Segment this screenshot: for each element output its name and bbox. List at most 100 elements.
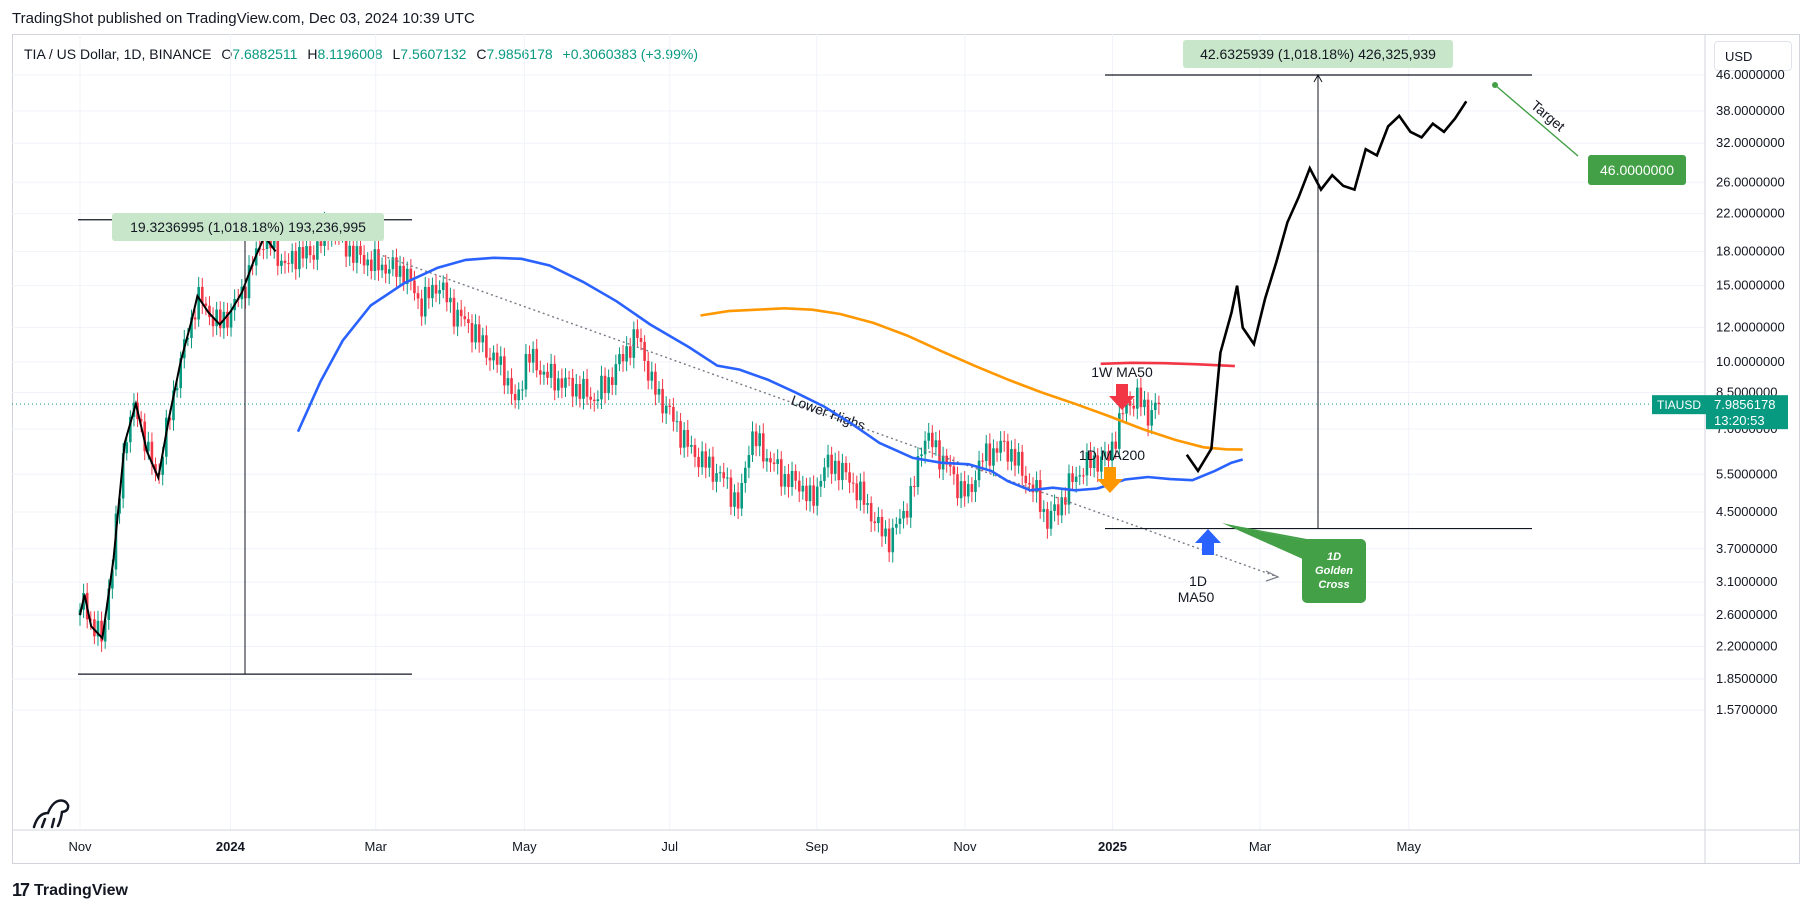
candle-body — [556, 378, 560, 391]
candle-body — [661, 388, 664, 414]
candle-body — [610, 377, 614, 386]
candle-body — [107, 588, 111, 620]
candle-body — [513, 394, 517, 401]
candle-body — [592, 399, 596, 402]
candle-body — [574, 384, 578, 397]
candle-body — [499, 356, 503, 365]
candle-body — [815, 486, 819, 506]
candle-body — [503, 356, 506, 386]
candle-body — [549, 363, 553, 378]
close-label: C — [476, 46, 487, 62]
candle-body — [733, 492, 736, 507]
candle-body — [722, 472, 726, 479]
candle-body — [1114, 441, 1118, 449]
candle-body — [100, 620, 103, 642]
candle-body — [208, 305, 211, 318]
candle-body — [639, 337, 643, 342]
projection-path — [1185, 100, 1468, 474]
candle-body — [1132, 405, 1135, 409]
candle-body — [603, 375, 607, 394]
candle-body — [1074, 476, 1078, 482]
time-tick-label: 2025 — [1098, 839, 1127, 854]
candle-body — [1128, 400, 1132, 406]
price-tick-label: 2.2000000 — [1716, 639, 1777, 654]
candle-body — [539, 370, 542, 375]
price-tick-label: 3.7000000 — [1716, 541, 1777, 556]
symbol-legend[interactable]: TIA / US Dollar, 1D, BINANCE O7.6882511 … — [24, 46, 698, 62]
candle-body — [927, 432, 931, 441]
candle-body — [211, 317, 215, 327]
measure-tool-1[interactable]: 19.3236995 (1,018.18%) 193,236,995 — [78, 213, 412, 675]
candle-body — [923, 440, 927, 455]
candle-body — [963, 481, 966, 497]
candle-body — [650, 371, 654, 381]
candle-body — [420, 298, 423, 317]
candle-body — [779, 459, 783, 487]
candle-body — [905, 510, 909, 518]
ma50-1d-line — [296, 256, 1244, 492]
candle-body — [833, 460, 837, 474]
high-label: H — [307, 46, 318, 62]
price-tick-label: 26.0000000 — [1716, 174, 1785, 189]
candle-body — [981, 460, 984, 462]
ma200-1d-line — [700, 306, 1243, 451]
tradingview-footer[interactable]: 17 TradingView — [12, 880, 128, 901]
candle-body — [377, 249, 380, 271]
candle-body — [143, 421, 147, 452]
candle-body — [582, 378, 585, 399]
candle-body — [1153, 402, 1157, 411]
candle-body — [614, 364, 618, 386]
candle-body — [434, 284, 438, 294]
d-ma50-label-1: 1D — [1189, 573, 1207, 589]
candle-body — [855, 483, 859, 501]
candle-body — [431, 284, 434, 299]
candle-body — [154, 464, 157, 473]
time-axis[interactable]: Nov 2024 Mar May Jul Sep Nov 2025 Mar May — [68, 839, 1421, 854]
candle-body — [869, 503, 873, 522]
price-tick-label: 1.5700000 — [1716, 702, 1777, 717]
candle-body — [1121, 413, 1125, 415]
price-tag-symbol: TIAUSD — [1657, 398, 1701, 412]
candle-body — [96, 620, 100, 637]
candle-body — [405, 268, 409, 284]
candle-body — [1049, 510, 1053, 529]
measure-tool-2[interactable]: 42.6325939 (1,018.18%) 426,325,939 — [1105, 40, 1532, 530]
candle-body — [632, 329, 636, 358]
price-tick-label: 4.5000000 — [1716, 504, 1777, 519]
candle-body — [664, 405, 668, 414]
candle-body — [510, 378, 513, 395]
candle-body — [761, 433, 765, 462]
golden-cross-box[interactable] — [1302, 539, 1366, 603]
candle-body — [751, 431, 754, 456]
target-value-box[interactable] — [1588, 155, 1686, 185]
candle-body — [596, 399, 600, 402]
candle-body — [887, 528, 891, 553]
time-tick-label: May — [1396, 839, 1421, 854]
candle-body — [215, 309, 218, 327]
time-tick-label: Mar — [1249, 839, 1272, 854]
candle-body — [819, 480, 823, 487]
candle-body — [974, 480, 977, 493]
price-tick-label: 1.8500000 — [1716, 671, 1777, 686]
candle-body — [262, 249, 265, 251]
price-tick-label: 10.0000000 — [1716, 354, 1785, 369]
candle-body — [423, 286, 427, 317]
candle-body — [1056, 504, 1060, 516]
time-tick-label: 2024 — [216, 839, 246, 854]
candle-body — [103, 619, 107, 642]
candle-body — [1042, 509, 1046, 512]
candle-body — [369, 259, 373, 272]
candle-body — [463, 316, 467, 320]
candle-body — [700, 451, 704, 468]
price-tag-price: 7.9856178 — [1714, 397, 1775, 412]
price-axis[interactable]: 46.0000000 38.0000000 32.0000000 26.0000000… — [1716, 67, 1785, 717]
currency-button[interactable]: USD — [1714, 41, 1792, 71]
candle-body — [744, 467, 747, 483]
price-tick-label: 3.1000000 — [1716, 574, 1777, 589]
candle-body — [873, 521, 877, 524]
candle-body — [679, 421, 682, 448]
candle-body — [830, 454, 833, 474]
target-value: 46.0000000 — [1600, 162, 1674, 178]
measure-1-label: 19.3236995 (1,018.18%) 193,236,995 — [130, 219, 366, 235]
